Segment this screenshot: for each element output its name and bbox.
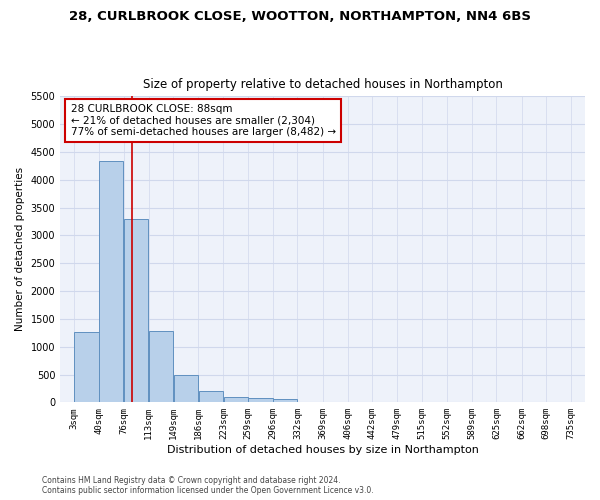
Bar bbox=[199, 390, 223, 402]
Text: 28 CURLBROOK CLOSE: 88sqm
← 21% of detached houses are smaller (2,304)
77% of se: 28 CURLBROOK CLOSE: 88sqm ← 21% of detac… bbox=[71, 104, 336, 137]
Bar bbox=[224, 398, 248, 402]
Bar bbox=[173, 375, 198, 402]
Y-axis label: Number of detached properties: Number of detached properties bbox=[15, 168, 25, 332]
Bar bbox=[124, 218, 148, 402]
Title: Size of property relative to detached houses in Northampton: Size of property relative to detached ho… bbox=[143, 78, 503, 91]
Text: Contains HM Land Registry data © Crown copyright and database right 2024.
Contai: Contains HM Land Registry data © Crown c… bbox=[42, 476, 374, 495]
X-axis label: Distribution of detached houses by size in Northampton: Distribution of detached houses by size … bbox=[167, 445, 479, 455]
Text: 28, CURLBROOK CLOSE, WOOTTON, NORTHAMPTON, NN4 6BS: 28, CURLBROOK CLOSE, WOOTTON, NORTHAMPTO… bbox=[69, 10, 531, 23]
Bar bbox=[248, 398, 272, 402]
Bar bbox=[149, 331, 173, 402]
Bar bbox=[274, 399, 297, 402]
Bar bbox=[100, 162, 123, 402]
Bar bbox=[74, 332, 99, 402]
